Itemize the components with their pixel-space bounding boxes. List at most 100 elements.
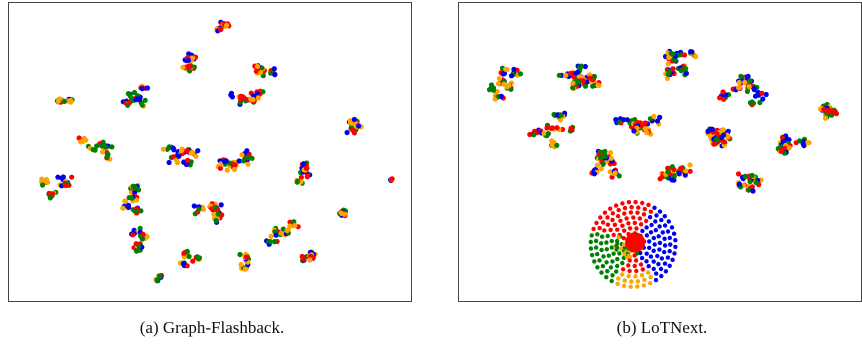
scatter-point bbox=[496, 75, 502, 82]
scatter-point bbox=[144, 234, 150, 240]
scatter-point bbox=[213, 204, 219, 210]
scatter-point bbox=[614, 243, 619, 248]
scatter-point bbox=[595, 265, 600, 270]
scatter-point bbox=[244, 154, 250, 160]
scatter-point bbox=[778, 147, 784, 153]
scatter-point bbox=[622, 228, 627, 233]
scatter-point bbox=[752, 93, 759, 99]
scatter-point bbox=[104, 153, 110, 160]
scatter-point bbox=[657, 176, 663, 182]
scatter-point bbox=[622, 252, 627, 257]
plot-frame bbox=[8, 2, 412, 302]
scatter-point bbox=[271, 66, 277, 72]
scatter-point bbox=[604, 240, 609, 245]
scatter-point bbox=[605, 215, 610, 220]
scatter-point bbox=[250, 96, 256, 103]
scatter-point bbox=[647, 281, 653, 286]
scatter-point bbox=[654, 271, 659, 276]
scatter-point bbox=[689, 49, 695, 55]
scatter-point bbox=[132, 189, 138, 195]
scatter-point bbox=[747, 78, 753, 84]
scatter-point bbox=[348, 120, 354, 126]
scatter-point bbox=[667, 263, 672, 268]
scatter-point bbox=[237, 251, 243, 258]
scatter-point bbox=[617, 251, 622, 256]
scatter-point bbox=[618, 218, 623, 223]
scatter-point bbox=[629, 205, 634, 210]
scatter-point bbox=[615, 256, 620, 262]
scatter-point bbox=[644, 233, 650, 238]
scatter-point bbox=[672, 251, 677, 256]
scatter-point bbox=[644, 130, 650, 136]
scatter-point bbox=[217, 165, 223, 171]
scatter-point bbox=[757, 99, 763, 106]
scatter-point bbox=[635, 279, 641, 284]
scatter-point bbox=[517, 71, 524, 77]
scatter-point bbox=[821, 106, 827, 112]
scatter-point bbox=[665, 61, 671, 67]
scatter-point bbox=[602, 153, 608, 159]
scatter-point bbox=[668, 242, 673, 247]
scatter-point bbox=[604, 260, 609, 265]
scatter-point bbox=[620, 260, 625, 266]
scatter-point bbox=[641, 212, 647, 217]
scatter-point bbox=[651, 113, 657, 119]
scatter-point bbox=[692, 53, 699, 60]
scatter-point bbox=[805, 140, 811, 146]
scatter-point bbox=[598, 165, 604, 172]
scatter-point bbox=[600, 263, 606, 269]
scatter-point bbox=[737, 85, 743, 91]
scatter-point bbox=[653, 277, 659, 283]
scatter-point bbox=[284, 227, 290, 234]
scatter-point bbox=[598, 215, 603, 220]
scatter-point bbox=[721, 132, 727, 138]
scatter-point bbox=[582, 63, 588, 70]
scatter-point bbox=[664, 75, 671, 81]
scatter-point bbox=[644, 218, 649, 224]
scatter-point bbox=[588, 246, 594, 251]
scatter-point bbox=[605, 269, 610, 274]
scatter-point bbox=[218, 202, 224, 208]
scatter-point bbox=[600, 161, 606, 167]
scatter-point bbox=[660, 230, 665, 235]
scatter-point bbox=[626, 221, 631, 226]
scatter-point bbox=[301, 256, 307, 262]
scatter-point bbox=[749, 172, 755, 179]
scatter-point bbox=[658, 266, 664, 272]
scatter-point bbox=[670, 257, 675, 262]
scatter-point bbox=[576, 73, 582, 79]
scatter-point bbox=[271, 239, 278, 245]
scatter-point bbox=[610, 273, 615, 278]
scatter-point bbox=[129, 195, 135, 201]
scatter-point bbox=[213, 217, 219, 224]
scatter-point bbox=[190, 258, 196, 264]
scatter-point bbox=[642, 277, 647, 282]
scatter-point bbox=[638, 250, 643, 256]
scatter-point bbox=[215, 211, 221, 217]
scatter-point bbox=[55, 98, 62, 104]
scatter-point bbox=[166, 144, 172, 150]
scatter-point bbox=[351, 130, 357, 136]
scatter-point bbox=[610, 217, 615, 223]
scatter-point bbox=[721, 139, 727, 145]
scatter-point bbox=[653, 228, 658, 233]
scatter-point bbox=[635, 284, 640, 289]
scatter-point bbox=[638, 222, 644, 227]
scatter-point bbox=[711, 141, 717, 147]
scatter-point bbox=[621, 242, 626, 247]
scatter-point bbox=[615, 263, 620, 269]
scatter-point bbox=[549, 138, 555, 144]
scatter-point bbox=[667, 249, 672, 254]
scatter-point bbox=[580, 78, 586, 84]
scatter-point bbox=[621, 236, 626, 241]
scatter-point bbox=[610, 259, 615, 264]
scatter-point bbox=[604, 275, 609, 280]
scatter-point bbox=[622, 205, 628, 211]
scatter-point bbox=[99, 149, 105, 155]
scatter-point bbox=[753, 180, 759, 186]
scatter-point bbox=[657, 247, 662, 252]
scatter-point bbox=[671, 167, 677, 173]
scatter-point bbox=[593, 238, 599, 244]
scatter-point bbox=[240, 158, 246, 164]
scatter-point bbox=[612, 170, 618, 176]
